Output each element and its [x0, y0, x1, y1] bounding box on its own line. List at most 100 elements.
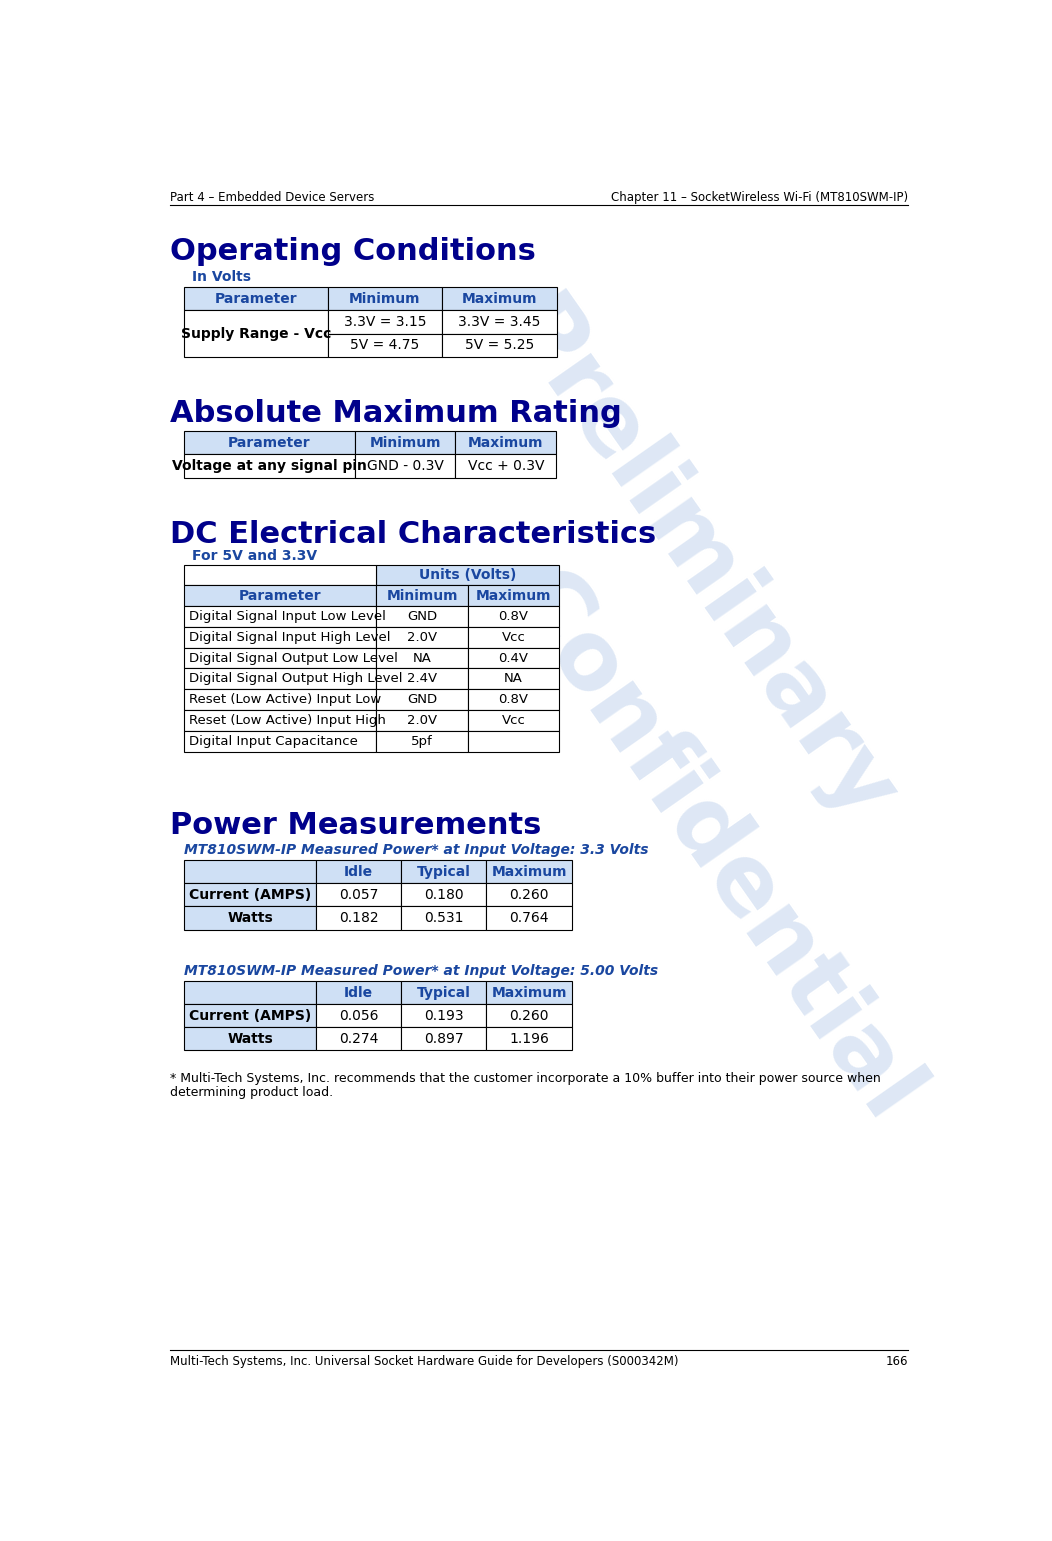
Bar	[184, 906, 316, 929]
Text: Supply Range - Vcc: Supply Range - Vcc	[181, 327, 331, 341]
Bar	[184, 431, 355, 455]
Bar	[355, 431, 456, 455]
Text: Digital Signal Input High Level: Digital Signal Input High Level	[189, 630, 390, 644]
Bar	[184, 287, 327, 310]
Text: Chapter 11 – SocketWireless Wi-Fi (MT810SWM-IP): Chapter 11 – SocketWireless Wi-Fi (MT810…	[611, 191, 908, 203]
Bar	[468, 669, 560, 689]
Bar	[401, 883, 486, 906]
Bar	[377, 730, 468, 752]
Bar	[184, 982, 316, 1005]
Bar	[316, 906, 401, 929]
Text: In Volts: In Volts	[191, 270, 251, 284]
Text: Vcc: Vcc	[502, 630, 526, 644]
Text: 1.196: 1.196	[509, 1032, 549, 1046]
Text: For 5V and 3.3V: For 5V and 3.3V	[191, 549, 317, 562]
Text: 0.897: 0.897	[424, 1032, 464, 1046]
Text: Power Measurements: Power Measurements	[170, 811, 542, 840]
Text: Typical: Typical	[417, 986, 470, 1000]
Bar	[486, 860, 571, 883]
Bar	[327, 333, 442, 356]
Text: 5V = 4.75: 5V = 4.75	[350, 337, 420, 351]
Text: 5pf: 5pf	[411, 735, 433, 747]
Bar	[486, 1028, 571, 1051]
Text: 0.057: 0.057	[339, 888, 379, 901]
Text: Idle: Idle	[344, 865, 373, 878]
Text: Reset (Low Active) Input Low: Reset (Low Active) Input Low	[189, 693, 381, 706]
Text: NA: NA	[504, 672, 523, 686]
Bar	[442, 333, 557, 356]
Bar	[468, 627, 560, 647]
Text: Vcc + 0.3V: Vcc + 0.3V	[467, 459, 544, 473]
Text: Maximum: Maximum	[491, 986, 567, 1000]
Text: Vcc: Vcc	[502, 713, 526, 727]
Text: 3.3V = 3.15: 3.3V = 3.15	[344, 314, 426, 328]
Bar	[327, 310, 442, 333]
Text: 0.193: 0.193	[424, 1009, 464, 1023]
Text: Digital Signal Output High Level: Digital Signal Output High Level	[189, 672, 402, 686]
Text: Maximum: Maximum	[468, 436, 544, 450]
Bar	[442, 287, 557, 310]
Text: Current (AMPS): Current (AMPS)	[189, 1009, 311, 1023]
Bar	[184, 1005, 316, 1028]
Text: Minimum: Minimum	[369, 436, 441, 450]
Bar	[377, 627, 468, 647]
Bar	[184, 1028, 316, 1051]
Bar	[486, 883, 571, 906]
Text: NA: NA	[412, 652, 431, 664]
Bar	[486, 982, 571, 1005]
Bar	[401, 906, 486, 929]
Text: 0.531: 0.531	[424, 911, 464, 925]
Text: Idle: Idle	[344, 986, 373, 1000]
Bar	[316, 1028, 401, 1051]
Text: Maximum: Maximum	[476, 589, 551, 603]
Text: Maximum: Maximum	[462, 291, 538, 305]
Text: 0.260: 0.260	[509, 888, 549, 901]
Bar	[468, 586, 560, 606]
Text: Parameter: Parameter	[239, 589, 322, 603]
Bar	[377, 647, 468, 669]
Bar	[377, 710, 468, 730]
Text: 2.0V: 2.0V	[407, 713, 438, 727]
Bar	[184, 564, 377, 586]
Bar	[486, 1005, 571, 1028]
Bar	[377, 564, 560, 586]
Text: Operating Conditions: Operating Conditions	[170, 237, 537, 267]
Text: Preliminary: Preliminary	[483, 285, 911, 841]
Text: Typical: Typical	[417, 865, 470, 878]
Text: Digital Signal Output Low Level: Digital Signal Output Low Level	[189, 652, 398, 664]
Text: Parameter: Parameter	[215, 291, 298, 305]
Text: 166: 166	[886, 1355, 908, 1367]
Text: 2.4V: 2.4V	[407, 672, 438, 686]
Bar	[184, 627, 377, 647]
Text: 0.764: 0.764	[509, 911, 549, 925]
Bar	[184, 730, 377, 752]
Bar	[355, 455, 456, 478]
Bar	[468, 689, 560, 710]
Bar	[401, 1028, 486, 1051]
Text: Absolute Maximum Rating: Absolute Maximum Rating	[170, 399, 622, 428]
Bar	[456, 431, 557, 455]
Text: DC Electrical Characteristics: DC Electrical Characteristics	[170, 519, 656, 549]
Text: Parameter: Parameter	[228, 436, 310, 450]
Bar	[184, 710, 377, 730]
Text: Watts: Watts	[227, 911, 272, 925]
Bar	[456, 455, 557, 478]
Bar	[184, 586, 377, 606]
Text: Multi-Tech Systems, Inc. Universal Socket Hardware Guide for Developers (S000342: Multi-Tech Systems, Inc. Universal Socke…	[170, 1355, 679, 1367]
Text: Current (AMPS): Current (AMPS)	[189, 888, 311, 901]
Text: 0.180: 0.180	[424, 888, 464, 901]
Bar	[401, 1005, 486, 1028]
Text: Watts: Watts	[227, 1032, 272, 1046]
Text: GND: GND	[407, 693, 438, 706]
Text: 0.056: 0.056	[339, 1009, 379, 1023]
Bar	[184, 689, 377, 710]
Bar	[468, 647, 560, 669]
Text: 0.8V: 0.8V	[499, 610, 528, 623]
Text: 2.0V: 2.0V	[407, 630, 438, 644]
Bar	[377, 689, 468, 710]
Text: Part 4 – Embedded Device Servers: Part 4 – Embedded Device Servers	[170, 191, 375, 203]
Bar	[316, 860, 401, 883]
Bar	[468, 606, 560, 627]
Bar	[377, 669, 468, 689]
Text: Maximum: Maximum	[491, 865, 567, 878]
